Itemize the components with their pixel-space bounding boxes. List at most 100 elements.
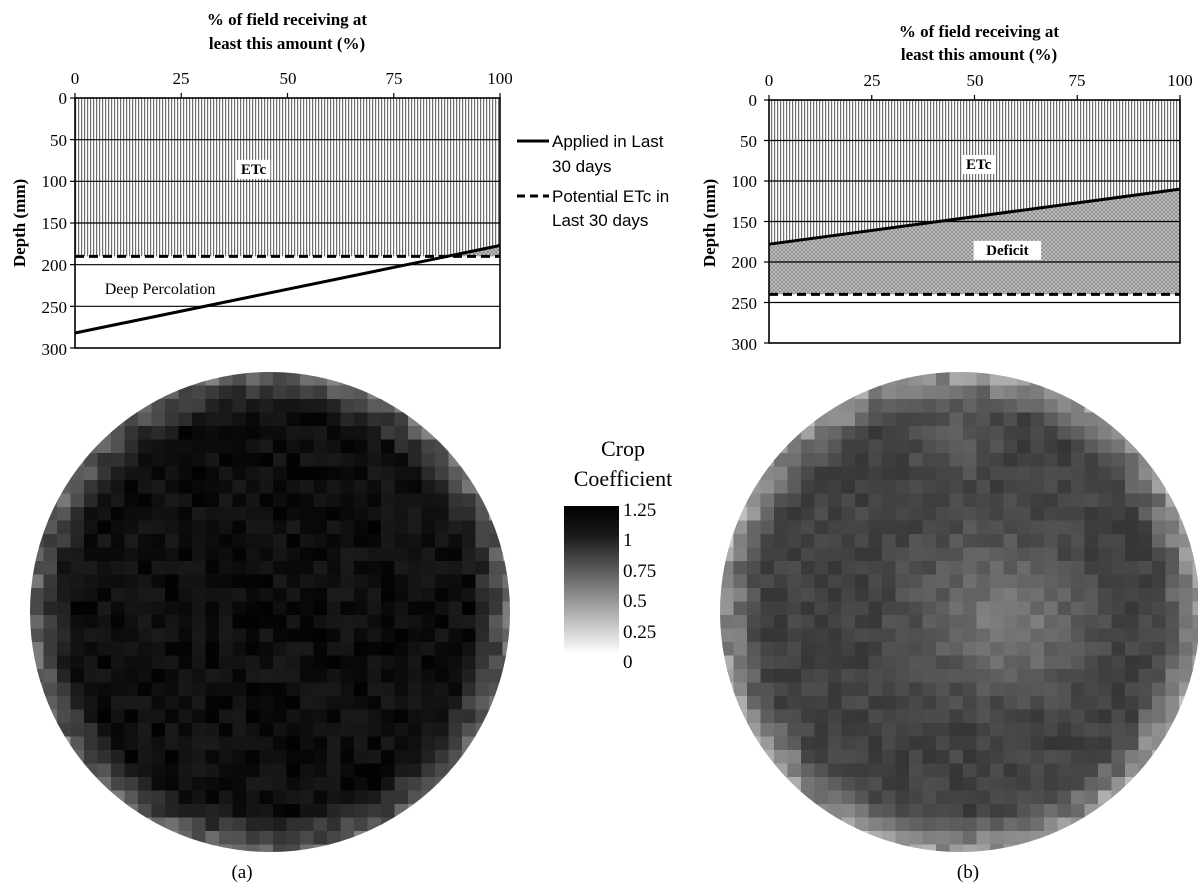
heatmap-cell <box>435 480 450 495</box>
heatmap-cell <box>475 574 490 589</box>
heatmap-cell <box>868 399 883 414</box>
heatmap-cell <box>435 642 450 657</box>
heatmap-cell <box>990 588 1005 603</box>
heatmap-cell <box>936 601 951 616</box>
heatmap-cell <box>868 561 883 576</box>
heatmap-cell <box>300 615 315 630</box>
heatmap-cell <box>1165 682 1180 697</box>
heatmap-cell <box>192 750 207 765</box>
heatmap-cell <box>895 426 910 441</box>
heatmap-cell <box>882 574 897 589</box>
heatmap-cell <box>774 439 789 454</box>
heatmap-cell <box>936 493 951 508</box>
heatmap-cell <box>408 723 423 738</box>
heatmap-cell <box>340 439 355 454</box>
heatmap-cell <box>1165 601 1180 616</box>
heatmap-cell <box>814 466 829 481</box>
heatmap-cell <box>1071 574 1086 589</box>
heatmap-cell <box>1030 412 1045 427</box>
heatmap-cell <box>300 655 315 670</box>
heatmap-cell <box>286 736 301 751</box>
heatmap-cell <box>381 682 396 697</box>
heatmap-cell <box>30 561 45 576</box>
heatmap-cell <box>70 655 85 670</box>
heatmap-cell <box>1017 547 1032 562</box>
heatmap-cell <box>1098 534 1113 549</box>
heatmap-cell <box>733 588 748 603</box>
heatmap-cell <box>138 804 153 819</box>
heatmap-cell <box>760 642 775 657</box>
heatmap-cell <box>300 736 315 751</box>
heatmap-cell <box>1057 588 1072 603</box>
heatmap-cell <box>855 507 870 522</box>
heatmap-cell <box>1003 655 1018 670</box>
heatmap-cell <box>165 520 180 535</box>
heatmap-cell <box>273 615 288 630</box>
heatmap-cell <box>1057 507 1072 522</box>
heatmap-cell <box>922 466 937 481</box>
heatmap-cell <box>787 588 802 603</box>
heatmap-cell <box>340 736 355 751</box>
heatmap-cell <box>1017 628 1032 643</box>
heatmap-cell <box>43 493 58 508</box>
heatmap-cell <box>936 561 951 576</box>
heatmap-cell <box>367 723 382 738</box>
heatmap-cell <box>300 763 315 778</box>
heatmap-cell <box>340 547 355 562</box>
heatmap-cell <box>1003 439 1018 454</box>
heatmap-cell <box>895 453 910 468</box>
heatmap-cell <box>936 453 951 468</box>
heatmap-cell <box>1044 520 1059 535</box>
heatmap-cell <box>313 520 328 535</box>
heatmap-cell <box>124 750 139 765</box>
heatmap-cell <box>273 750 288 765</box>
heatmap-cell <box>273 790 288 805</box>
heatmap-cell <box>408 534 423 549</box>
heatmap-cell <box>922 453 937 468</box>
region-label-bg <box>961 154 996 174</box>
heatmap-cell <box>138 466 153 481</box>
heatmap-cell <box>138 615 153 630</box>
heatmap-cell <box>394 601 409 616</box>
heatmap-cell <box>124 453 139 468</box>
heatmap-cell <box>165 790 180 805</box>
heatmap-cell <box>448 750 463 765</box>
heatmap-cell <box>192 777 207 792</box>
heatmap-cell <box>895 682 910 697</box>
heatmap-cell <box>205 601 220 616</box>
heatmap-cell <box>43 534 58 549</box>
heatmap-cell <box>909 696 924 711</box>
heatmap-cell <box>841 453 856 468</box>
heatmap-cell <box>1030 615 1045 630</box>
heatmap-cell <box>111 696 126 711</box>
heatmap-cell <box>990 412 1005 427</box>
heatmap-cell <box>151 547 166 562</box>
heatmap-cell <box>774 466 789 481</box>
heatmap-cell <box>949 561 964 576</box>
heatmap-cell <box>747 574 762 589</box>
heatmap-cell <box>232 682 247 697</box>
heatmap-cell <box>408 777 423 792</box>
heatmap-cell <box>205 642 220 657</box>
heatmap-cell <box>963 831 978 846</box>
heatmap-cell <box>976 534 991 549</box>
heatmap-cell <box>57 682 72 697</box>
y-axis-title: Depth (mm) <box>700 179 719 267</box>
heatmap-cell <box>720 655 735 670</box>
heatmap-cell <box>30 547 45 562</box>
heatmap-cell <box>828 777 843 792</box>
heatmap-cell <box>814 628 829 643</box>
heatmap-cell <box>165 655 180 670</box>
heatmap-cell <box>801 682 816 697</box>
heatmap-cell <box>70 588 85 603</box>
heatmap-cell <box>97 736 112 751</box>
heatmap-cell <box>936 507 951 522</box>
heatmap-cell <box>232 790 247 805</box>
heatmap-cell <box>828 480 843 495</box>
heatmap-cell <box>882 790 897 805</box>
heatmap-cell <box>1057 709 1072 724</box>
heatmap-cell <box>408 696 423 711</box>
heatmap-cell <box>1192 574 1198 589</box>
heatmap-cell <box>760 615 775 630</box>
heatmap-cell <box>1017 588 1032 603</box>
